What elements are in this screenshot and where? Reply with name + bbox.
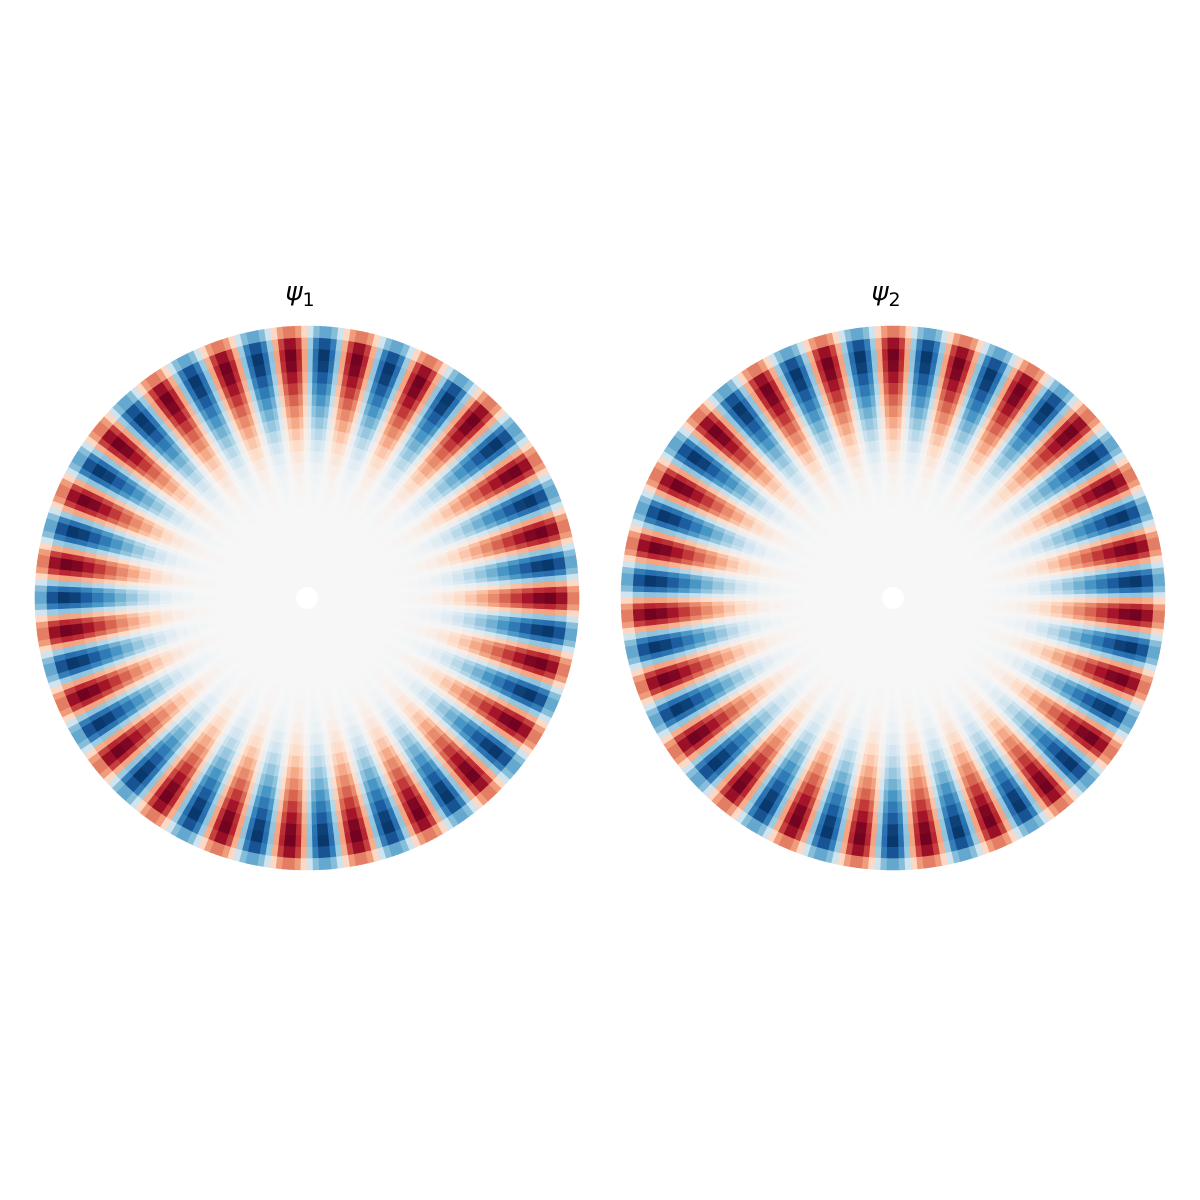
field-cell <box>386 597 398 601</box>
field-cell <box>419 597 432 602</box>
field-cell <box>487 597 500 603</box>
field-cell <box>408 597 421 601</box>
field-cell <box>318 597 330 599</box>
field-cell <box>499 597 512 603</box>
field-cell <box>476 597 489 603</box>
field-cell <box>374 597 387 601</box>
field-cell <box>363 597 376 600</box>
field-cell <box>329 597 342 600</box>
field-cell <box>340 597 353 600</box>
field-cell <box>465 597 478 603</box>
field-cell <box>431 597 444 602</box>
field-cell <box>453 597 466 602</box>
field-cell <box>510 597 523 604</box>
panel <box>34 325 580 871</box>
field-cell <box>352 597 364 600</box>
field-cell <box>397 597 410 601</box>
field-cell <box>442 597 455 602</box>
